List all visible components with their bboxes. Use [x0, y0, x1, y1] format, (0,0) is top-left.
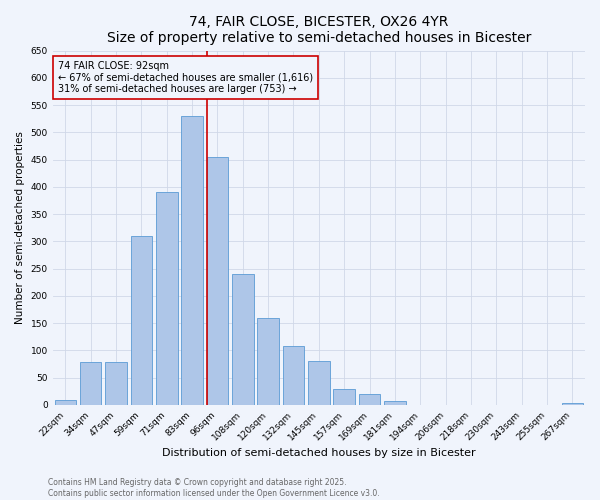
Bar — [283, 346, 304, 405]
Bar — [334, 388, 355, 405]
Bar — [308, 362, 329, 405]
Bar — [181, 116, 203, 405]
Text: 74 FAIR CLOSE: 92sqm
← 67% of semi-detached houses are smaller (1,616)
31% of se: 74 FAIR CLOSE: 92sqm ← 67% of semi-detac… — [58, 61, 313, 94]
Bar — [232, 274, 254, 405]
X-axis label: Distribution of semi-detached houses by size in Bicester: Distribution of semi-detached houses by … — [162, 448, 476, 458]
Y-axis label: Number of semi-detached properties: Number of semi-detached properties — [15, 132, 25, 324]
Bar — [55, 400, 76, 405]
Bar — [257, 318, 279, 405]
Bar — [80, 362, 101, 405]
Bar — [156, 192, 178, 405]
Bar — [384, 400, 406, 405]
Title: 74, FAIR CLOSE, BICESTER, OX26 4YR
Size of property relative to semi-detached ho: 74, FAIR CLOSE, BICESTER, OX26 4YR Size … — [107, 15, 531, 45]
Bar — [206, 157, 228, 405]
Text: Contains HM Land Registry data © Crown copyright and database right 2025.
Contai: Contains HM Land Registry data © Crown c… — [48, 478, 380, 498]
Bar — [562, 404, 583, 405]
Bar — [131, 236, 152, 405]
Bar — [105, 362, 127, 405]
Bar — [359, 394, 380, 405]
